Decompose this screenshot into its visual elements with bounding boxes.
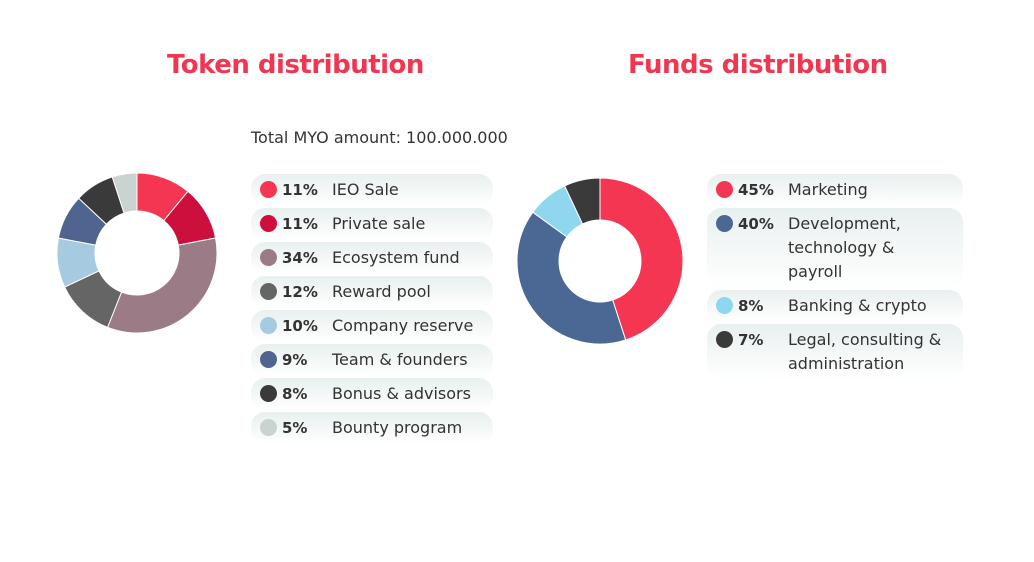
legend-percent: 40% [738,215,774,233]
legend-dot-icon [716,331,733,348]
legend-percent: 12% [282,283,318,301]
legend-percent: 7% [738,331,764,349]
legend-label: Private sale [332,214,426,233]
legend-label: Banking & crypto [788,296,927,315]
legend-dot-icon [260,215,277,232]
legend-percent: 11% [282,215,318,233]
token-legend: 11% IEO Sale 11% Private sale 34% Ecosystem f… [251,174,493,446]
pie-slice-development-technology-payroll [516,211,627,345]
legend-dot-icon [260,249,277,266]
pie-slice-legal-consulting-administration [563,177,601,225]
token-donut-chart [56,172,218,334]
legend-label: Bounty program [332,418,463,437]
legend-item: 9% Team & founders [251,344,493,376]
legend-dot-icon [260,419,277,436]
legend-label: IEO Sale [332,180,399,199]
legend-item: 8% Banking & crypto [707,290,963,322]
legend-percent: 8% [738,297,764,315]
legend-item: 34% Ecosystem fund [251,242,493,274]
legend-label: Company reserve [332,316,474,335]
funds-legend: 45% Marketing 40% Development, technology &… [707,174,963,382]
legend-percent: 34% [282,249,318,267]
legend-percent: 45% [738,181,774,199]
legend-item: 11% Private sale [251,208,493,240]
legend-label: Reward pool [332,282,431,301]
legend-label: Marketing [788,180,868,199]
legend-dot-icon [716,181,733,198]
legend-label: Team & founders [332,350,468,369]
legend-percent: 11% [282,181,318,199]
legend-dot-icon [260,317,277,334]
legend-percent: 9% [282,351,308,369]
legend-item: 40% Development, technology & payroll [707,208,963,288]
legend-dot-icon [260,283,277,300]
pie-slice-marketing [599,177,684,341]
legend-item: 7% Legal, consulting & administration [707,324,963,380]
legend-dot-icon [260,351,277,368]
legend-item: 12% Reward pool [251,276,493,308]
legend-item: 8% Bonus & advisors [251,378,493,410]
legend-dot-icon [260,181,277,198]
pie-slice-bounty-program [111,172,138,214]
legend-percent: 10% [282,317,318,335]
token-distribution-title: Token distribution [167,50,424,80]
funds-donut-chart [516,177,684,345]
funds-distribution-title: Funds distribution [628,50,888,80]
pie-slice-ecosystem-fund [106,237,218,334]
legend-label: Development, technology & payroll [788,214,901,281]
legend-item: 45% Marketing [707,174,963,206]
legend-label: Bonus & advisors [332,384,471,403]
total-amount-label: Total MYO amount: 100.000.000 [251,128,508,147]
legend-dot-icon [716,215,733,232]
legend-percent: 5% [282,419,308,437]
legend-item: 5% Bounty program [251,412,493,444]
legend-item: 11% IEO Sale [251,174,493,206]
legend-dot-icon [260,385,277,402]
legend-label: Ecosystem fund [332,248,460,267]
legend-dot-icon [716,297,733,314]
legend-item: 10% Company reserve [251,310,493,342]
total-amount-text: Total MYO amount: 100.000.000 [251,128,508,147]
legend-label: Legal, consulting & administration [788,330,942,373]
legend-percent: 8% [282,385,308,403]
